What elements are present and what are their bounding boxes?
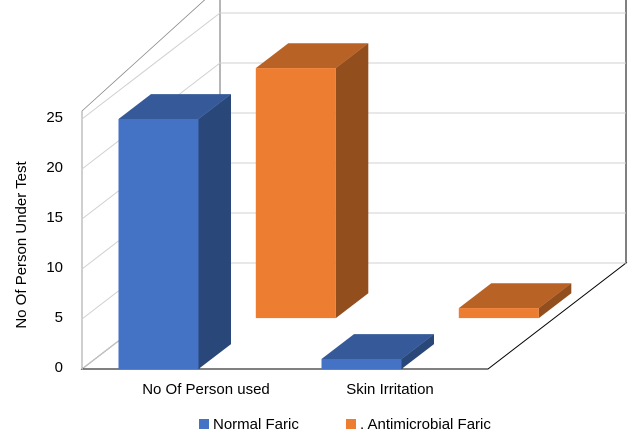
bars: [118, 43, 572, 369]
y-tick-label: 15: [46, 209, 63, 226]
y-tick-label: 5: [55, 309, 63, 326]
bar-front: [458, 308, 539, 319]
legend: Normal Faric . Antimicrobial Faric: [199, 416, 491, 433]
legend-swatch-normal: [199, 419, 209, 429]
bar-top: [118, 94, 231, 119]
y-tick-label: 0: [55, 359, 63, 376]
bar-side: [538, 283, 572, 319]
legend-label: . Antimicrobial Faric: [360, 416, 491, 433]
x-category-label: Skin Irritation: [346, 381, 434, 398]
bar-top: [255, 43, 369, 69]
bar-side: [401, 334, 434, 369]
legend-label: Normal Faric: [213, 416, 299, 433]
bar-0-1: [321, 334, 434, 369]
bar-1-1: [458, 283, 572, 319]
legend-swatch-antimicrobial: [346, 419, 356, 429]
bar-top: [458, 283, 572, 309]
bar-front: [118, 119, 199, 369]
y-axis: 0 5 10 15 20 25: [46, 109, 63, 376]
y-axis-title: No Of Person Under Test: [13, 161, 30, 329]
bar-front: [321, 359, 402, 369]
bar-0-0: [118, 94, 231, 369]
bar-side: [335, 43, 369, 319]
y-tick-label: 25: [46, 109, 63, 126]
gridline-side: [81, 12, 221, 120]
bar-side: [198, 94, 231, 369]
bar-front: [255, 68, 336, 319]
bar-top: [321, 334, 434, 359]
y-tick-label: 20: [46, 159, 63, 176]
y-tick-label: 10: [46, 259, 63, 276]
bar-1-0: [255, 43, 369, 319]
x-category-label: No Of Person used: [142, 381, 270, 398]
